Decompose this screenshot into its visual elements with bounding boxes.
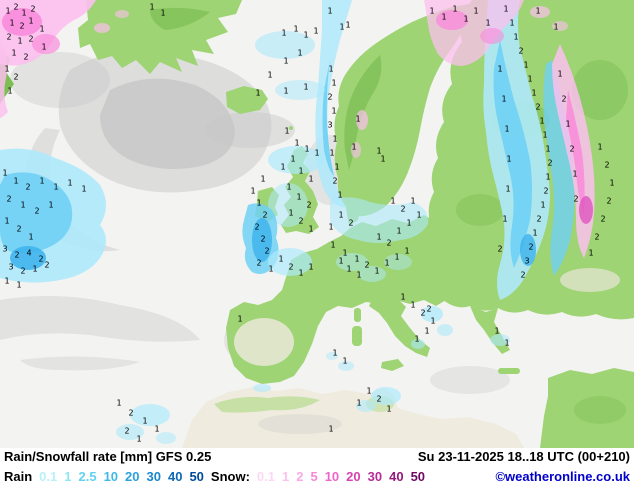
- legend-rain-value: 50: [189, 469, 204, 484]
- legend-rain-values: 0.1 1 2.5 10 20 30 40 50: [39, 469, 204, 484]
- legend-snow-value: 50: [410, 469, 426, 484]
- legend-rain-value: 10: [103, 469, 119, 484]
- precip-legend: Rain 0.1 1 2.5 10 20 30 40 50 Snow: 0.1 1 2 5 10 20 3…: [4, 469, 425, 484]
- map-graphic: [0, 0, 634, 448]
- caption-row-1: Rain/Snowfall rate [mm] GFS 0.25 Su 23-1…: [4, 449, 630, 464]
- legend-rain-value: 20: [125, 469, 140, 484]
- legend-snow-value: 10: [324, 469, 340, 484]
- land-turkey: [540, 368, 634, 448]
- legend-snow-label: Snow:: [210, 469, 250, 484]
- legend-snow-value: 0.1: [256, 469, 275, 484]
- legend-rain-value: 30: [146, 469, 161, 484]
- caption-row-2: Rain 0.1 1 2.5 10 20 30 40 50 Snow: 0.1 1 2 5 10 20 3…: [4, 469, 630, 484]
- legend-rain-value: 2.5: [78, 469, 97, 484]
- legend-rain-value: 1: [64, 469, 72, 484]
- caption-bar: Rain/Snowfall rate [mm] GFS 0.25 Su 23-1…: [0, 448, 634, 490]
- legend-snow-values: 0.1 1 2 5 10 20 30 40 50: [257, 469, 425, 484]
- legend-snow-value: 20: [346, 469, 361, 484]
- legend-snow-value: 30: [367, 469, 383, 484]
- legend-snow-value: 2: [296, 469, 304, 484]
- legend-rain-value: 0.1: [39, 469, 58, 484]
- map-title: Rain/Snowfall rate [mm] GFS 0.25: [4, 449, 212, 464]
- rain-areas: [0, 0, 575, 444]
- legend-snow-value: 5: [310, 469, 318, 484]
- legend-snow-value: 40: [389, 469, 404, 484]
- legend-rain-value: 40: [167, 469, 183, 484]
- land-scandinavia: [334, 3, 474, 217]
- legend-snow-value: 1: [281, 469, 290, 484]
- map-datetime: Su 23-11-2025 18..18 UTC (00+210): [417, 449, 630, 464]
- cloud-areas: [0, 50, 510, 394]
- land-iceland: [226, 86, 268, 114]
- credit-text: ©weatheronline.co.uk: [495, 469, 630, 484]
- snow-areas: [0, 0, 595, 258]
- legend-rain-label: Rain: [4, 469, 33, 484]
- land-greenland: [78, 0, 242, 74]
